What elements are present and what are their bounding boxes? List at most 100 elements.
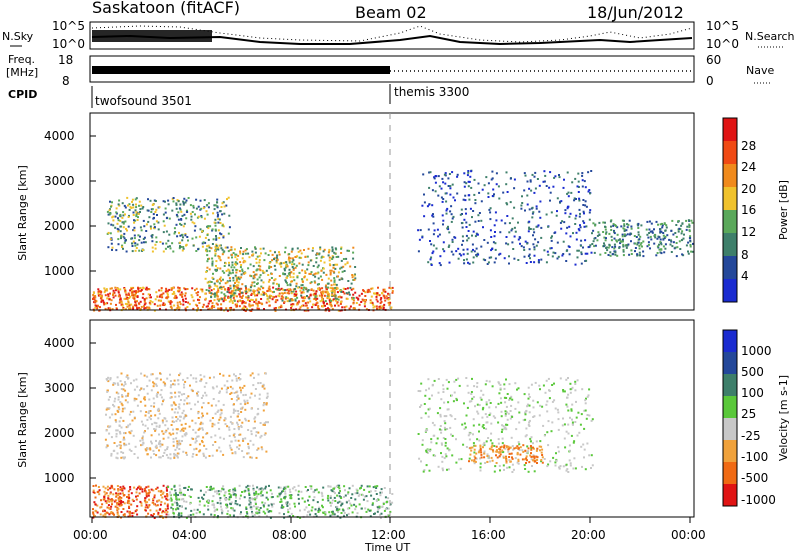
heatmap-cell <box>165 429 168 432</box>
heatmap-cell <box>495 406 497 409</box>
heatmap-cell <box>331 258 334 260</box>
heatmap-cell <box>218 244 221 247</box>
heatmap-cell <box>110 299 113 302</box>
heatmap-cell <box>268 484 270 487</box>
heatmap-cell <box>382 501 385 504</box>
heatmap-cell <box>222 278 224 281</box>
heatmap-cell <box>610 219 613 222</box>
heatmap-cell <box>489 218 492 221</box>
heatmap-cell <box>189 384 191 387</box>
heatmap-cell <box>159 442 162 445</box>
heatmap-cell <box>215 235 217 237</box>
heatmap-cell <box>301 300 304 303</box>
heatmap-cell <box>517 238 520 241</box>
heatmap-cell <box>211 422 214 425</box>
heatmap-cell <box>604 225 606 228</box>
heatmap-cell <box>176 442 179 445</box>
heatmap-cell <box>571 421 574 424</box>
heatmap-cell <box>480 451 483 454</box>
heatmap-cell <box>184 494 186 497</box>
heatmap-cell <box>252 487 255 490</box>
heatmap-cell <box>660 243 663 246</box>
heatmap-cell <box>238 290 241 292</box>
heatmap-cell <box>241 268 244 271</box>
heatmap-cell <box>566 396 569 399</box>
heatmap-cell <box>137 302 140 305</box>
heatmap-cell <box>446 207 449 210</box>
heatmap-cell <box>303 508 306 511</box>
heatmap-cell <box>254 246 256 249</box>
heatmap-cell <box>159 295 161 298</box>
heatmap-cell <box>372 306 375 309</box>
heatmap-cell <box>237 288 240 291</box>
heatmap-cell <box>609 254 612 257</box>
heatmap-cell <box>117 507 120 510</box>
heatmap-cell <box>208 250 211 253</box>
heatmap-cell <box>156 391 159 394</box>
heatmap-cell <box>440 431 443 434</box>
heatmap-cell <box>510 452 513 455</box>
heatmap-cell <box>675 255 678 258</box>
heatmap-cell <box>241 283 244 286</box>
heatmap-cell <box>179 490 182 493</box>
heatmap-cell <box>117 398 120 401</box>
heatmap-cell <box>317 307 320 310</box>
heatmap-cell <box>669 243 672 246</box>
heatmap-cell <box>220 409 223 412</box>
heatmap-cell <box>122 501 125 504</box>
heatmap-cell <box>254 416 257 419</box>
heatmap-cell <box>191 389 194 392</box>
heatmap-cell <box>218 278 221 281</box>
heatmap-cell <box>116 452 119 455</box>
heatmap-cell <box>316 266 319 269</box>
heatmap-cell <box>214 441 217 443</box>
heatmap-cell <box>100 300 103 303</box>
heatmap-cell <box>292 268 295 271</box>
heatmap-cell <box>657 223 659 226</box>
heatmap-cell <box>502 191 505 194</box>
heatmap-cell <box>379 494 382 497</box>
heatmap-cell <box>332 270 335 273</box>
heatmap-cell <box>236 503 239 506</box>
heatmap-cell <box>636 243 639 246</box>
heatmap-cell <box>284 490 287 493</box>
heatmap-cell <box>165 296 168 299</box>
heatmap-cell <box>145 504 148 507</box>
heatmap-cell <box>318 506 321 509</box>
heatmap-cell <box>218 446 221 449</box>
heatmap-cell <box>448 449 451 452</box>
heatmap-cell <box>516 388 518 391</box>
heatmap-cell <box>331 299 334 302</box>
heatmap-cell <box>685 228 688 231</box>
heatmap-cell <box>168 288 171 291</box>
noise-right-tick-bottom: 10^0 <box>706 37 739 51</box>
heatmap-cell <box>131 512 134 515</box>
heatmap-cell <box>274 251 276 254</box>
heatmap-cell <box>186 306 189 308</box>
heatmap-cell <box>119 441 122 444</box>
heatmap-cell <box>95 484 97 487</box>
heatmap-cell <box>92 516 95 519</box>
heatmap-cell <box>109 378 112 381</box>
heatmap-cell <box>117 217 119 220</box>
heatmap-cell <box>288 253 291 256</box>
heatmap-cell <box>213 376 215 379</box>
heatmap-cell <box>166 511 169 513</box>
heatmap-cell <box>562 417 564 420</box>
heatmap-cell <box>149 199 152 202</box>
heatmap-cell <box>472 418 475 421</box>
heatmap-cell <box>167 199 170 202</box>
heatmap-cell <box>327 282 330 285</box>
heatmap-cell <box>503 383 506 386</box>
heatmap-cell <box>210 296 213 299</box>
heatmap-cell <box>517 387 520 390</box>
heatmap-cell <box>228 226 231 229</box>
heatmap-cell <box>672 241 675 244</box>
heatmap-cell <box>576 185 579 188</box>
heatmap-cell <box>124 302 127 305</box>
heatmap-cell <box>285 261 288 264</box>
heatmap-cell <box>175 428 178 431</box>
heatmap-cell <box>150 434 153 437</box>
heatmap-cell <box>363 495 366 498</box>
heatmap-cell <box>577 228 580 231</box>
